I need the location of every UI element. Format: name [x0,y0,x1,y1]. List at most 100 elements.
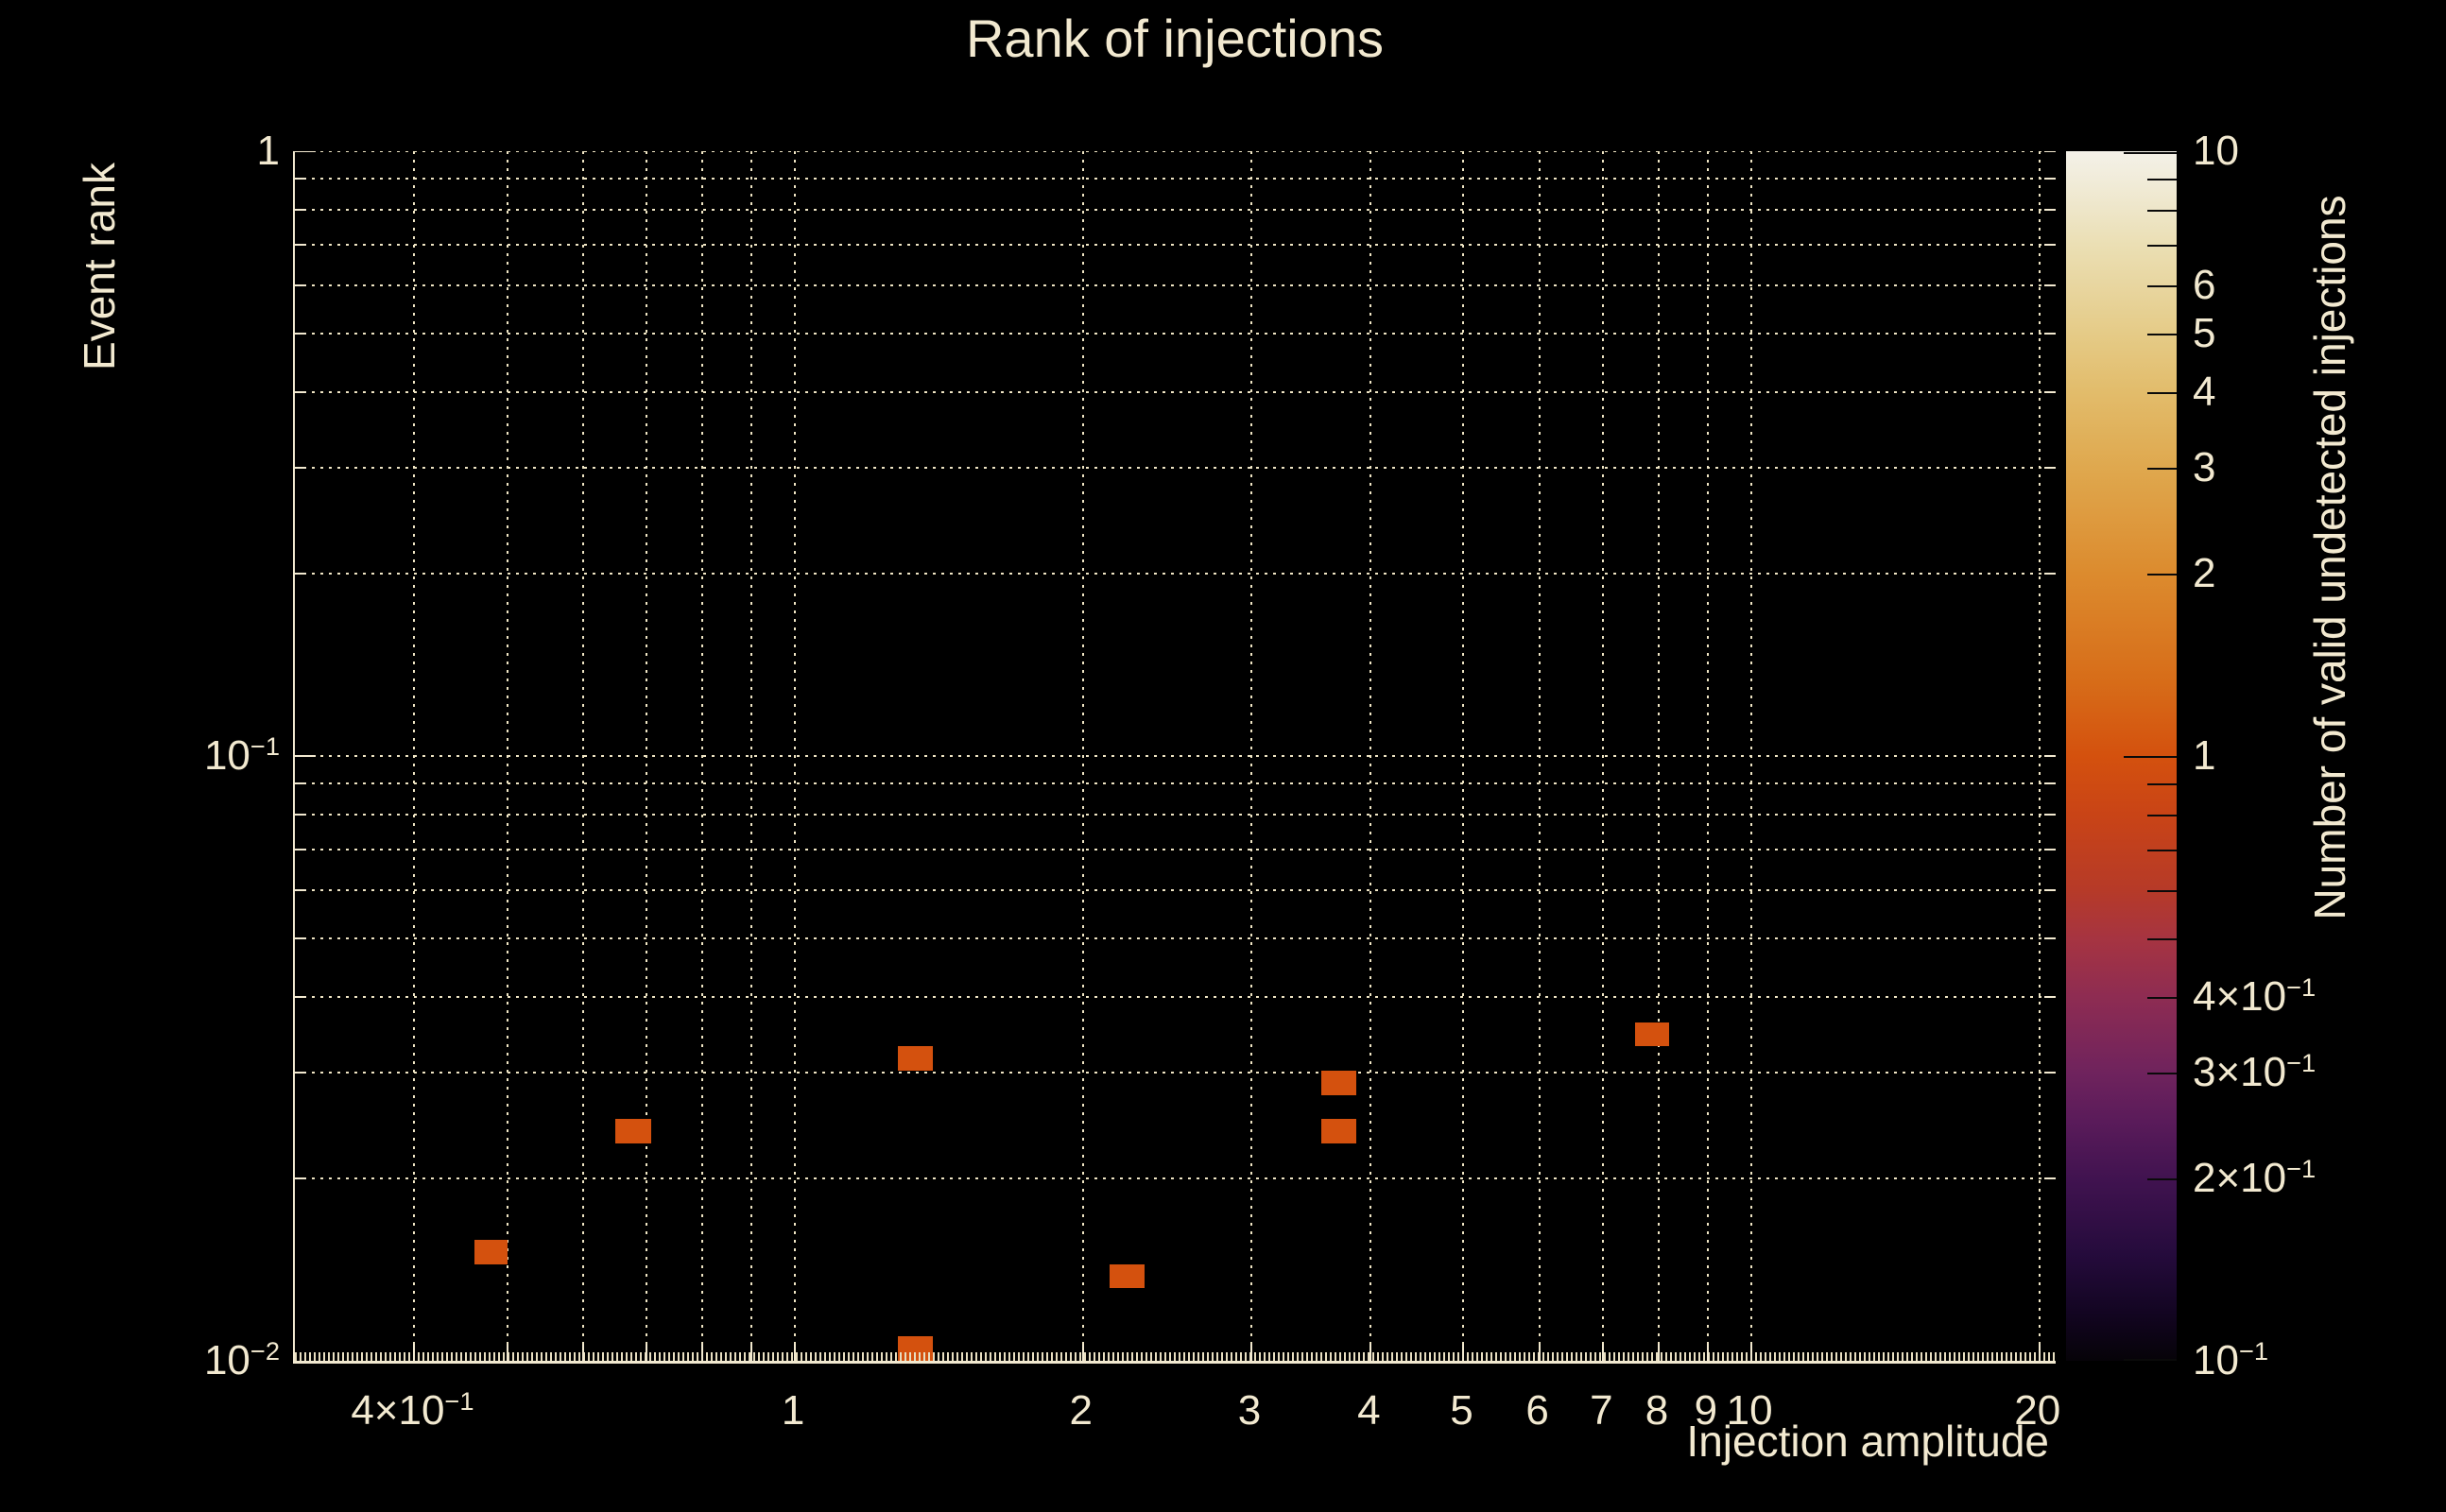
colorbar-tick-label: 3 [2193,443,2216,490]
gridline-horizontal [295,390,2056,393]
gridline-horizontal [295,755,2056,757]
gridline-horizontal [295,209,2056,212]
heatmap-cell [474,1239,508,1264]
y-axis-tick-mirror [2044,936,2056,939]
x-axis-tick [1369,1344,1372,1361]
y-axis-tick [295,151,316,152]
colorbar-tick [2124,756,2177,758]
gridline-horizontal [295,1177,2056,1180]
plot-area [293,151,2056,1364]
colorbar-title: Number of valid undetected injections [2305,195,2354,920]
gridline-horizontal [295,936,2056,939]
colorbar-tick [2124,1359,2177,1361]
colorbar-tick [2147,1072,2177,1074]
colorbar-tick-label: 10−1 [2193,1336,2269,1383]
colorbar-tick [2147,889,2177,892]
y-axis-tick [295,782,306,785]
y-axis-tick-mirror [2044,995,2056,998]
y-axis-tick [295,888,306,891]
gridline-horizontal [295,151,2056,152]
colorbar-tick-label: 3×10−1 [2193,1047,2317,1095]
y-axis-tick [295,814,306,816]
y-axis-tick-mirror [2044,1177,2056,1180]
x-tick-label: 1 [781,1387,805,1434]
y-axis-tick-mirror [2044,284,2056,286]
y-axis-tick-mirror [2044,888,2056,891]
colorbar-tick-label: 2 [2193,550,2216,597]
colorbar-tick-label: 5 [2193,309,2216,356]
x-tick-label: 3 [1237,1387,1262,1434]
x-axis-tick [581,1344,584,1361]
colorbar-tick [2147,467,2177,470]
y-axis-tick-mirror [2044,466,2056,469]
x-tick-label: 6 [1525,1387,1549,1434]
x-axis-minor-ticks [295,1352,2056,1361]
x-axis-tick [1750,1344,1753,1361]
gridline-horizontal [295,466,2056,469]
x-axis-tick [1658,1344,1661,1361]
x-axis-tick [506,1344,508,1361]
colorbar-tick [2147,284,2177,287]
x-axis-tick [794,1344,797,1361]
y-axis-tick-mirror [2044,1071,2056,1074]
y-axis-tick [295,573,306,576]
x-axis-tick [1538,1344,1541,1361]
colorbar-tick [2147,245,2177,248]
colorbar-tick [2147,850,2177,852]
x-tick-label: 4×10−1 [351,1386,474,1434]
y-axis-tick-mirror [2044,178,2056,180]
x-tick-label: 5 [1450,1387,1473,1434]
y-axis-tick [295,849,306,851]
y-axis-tick [295,178,306,180]
x-tick-label: 9 [1694,1387,1718,1434]
x-axis-tick [1081,1344,1084,1361]
colorbar-tick [2147,783,2177,786]
colorbar-tick [2147,1178,2177,1181]
colorbar-tick-label: 6 [2193,261,2216,308]
y-axis-tick-mirror [2044,332,2056,335]
x-axis-tick [1706,1344,1709,1361]
heatmap-cell [1109,1263,1145,1289]
x-axis-tick [749,1344,752,1361]
y-axis-tick [295,1071,306,1074]
x-axis-tick [1462,1344,1465,1361]
colorbar-tick [2147,996,2177,999]
y-axis-tick [295,332,306,335]
heatmap-cell [1634,1022,1670,1047]
y-axis-tick-mirror [2044,573,2056,576]
y-axis-tick-mirror [2044,849,2056,851]
gridline-horizontal [295,284,2056,286]
y-axis-tick [295,936,306,939]
heatmap-cell [1321,1070,1357,1095]
x-axis-tick [646,1344,648,1361]
y-tick-label: 1 [256,128,280,174]
gridline-horizontal [295,1071,2056,1074]
colorbar-tick-label: 4 [2193,368,2216,415]
y-axis-title: Event rank [75,163,124,370]
x-axis-tick [1602,1344,1605,1361]
y-axis-tick [295,390,306,393]
y-tick-label: 10−1 [203,731,280,779]
x-tick-label: 10 [1726,1387,1773,1434]
y-axis-tick-mirror [2044,209,2056,212]
y-axis-tick-mirror [2044,814,2056,816]
y-axis-tick-mirror [2044,151,2056,152]
y-axis-tick [295,466,306,469]
gridline-horizontal [295,573,2056,576]
gridline-horizontal [295,332,2056,335]
y-axis-tick-mirror [2044,782,2056,785]
y-axis-tick-mirror [2044,244,2056,247]
x-tick-label: 2 [1069,1387,1093,1434]
colorbar-tick [2147,937,2177,940]
colorbar-tick-label: 4×10−1 [2193,971,2317,1020]
chart-title: Rank of injections [965,9,1384,68]
colorbar-tick-label: 1 [2193,732,2216,779]
x-tick-label: 8 [1645,1387,1669,1434]
gridline-horizontal [295,814,2056,816]
y-axis-tick [295,995,306,998]
y-axis-tick [295,284,306,286]
y-axis-tick-mirror [2044,390,2056,393]
heatmap-cell [1321,1119,1357,1143]
gridline-horizontal [295,244,2056,247]
